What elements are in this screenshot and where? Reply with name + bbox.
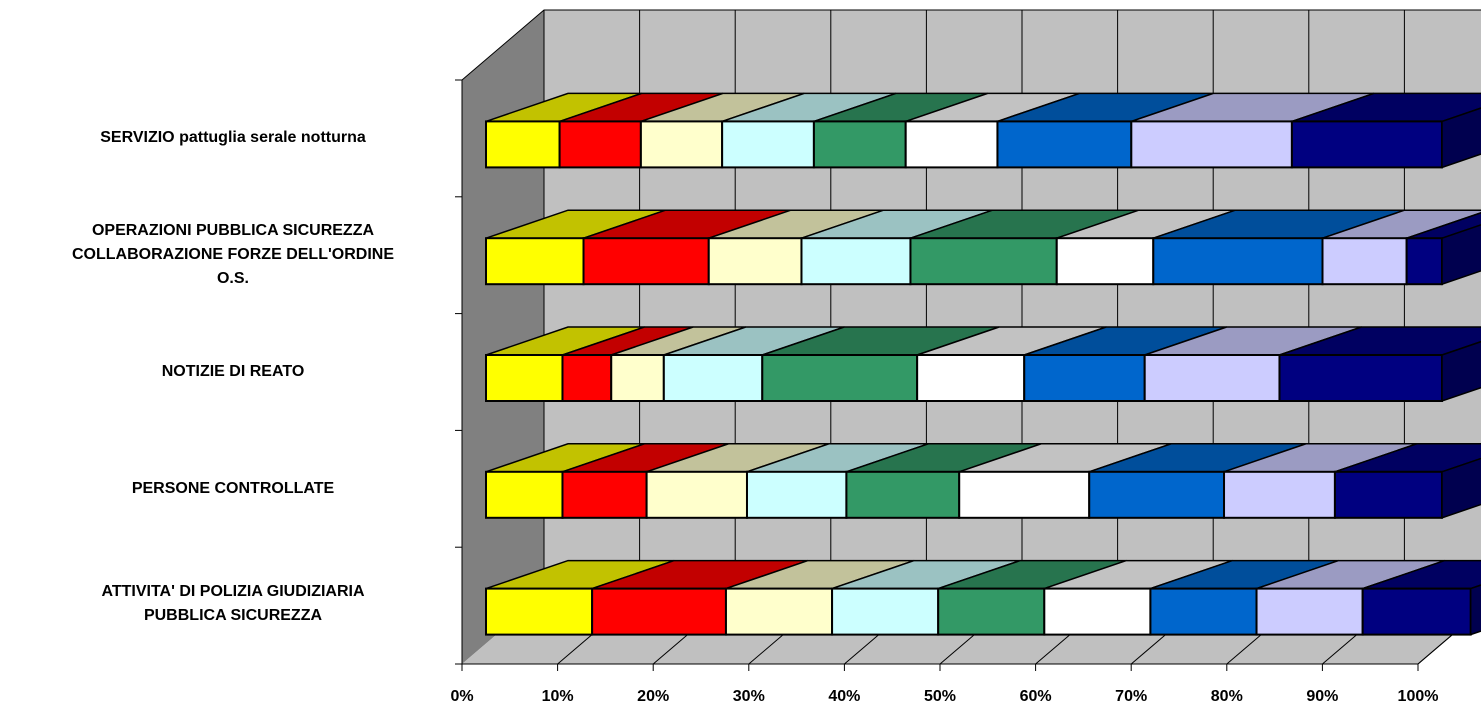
- bar-segment: [937, 587, 1046, 636]
- bar-segment: [916, 354, 1026, 402]
- x-tick-label: 20%: [637, 688, 670, 705]
- bar-segment: [1152, 237, 1324, 286]
- bar-segment: [761, 354, 919, 402]
- bar-segment: [1333, 470, 1443, 519]
- bar-segment: [1043, 587, 1152, 636]
- bar-segment: [1290, 120, 1443, 169]
- bar-segment: [610, 354, 665, 402]
- category-label-attivita-polizia-giudiziaria: ATTIVITA' DI POLIZIA GIUDIZIARIA PUBBLIC…: [101, 583, 365, 624]
- bar-segment: [1055, 237, 1155, 286]
- bar-segment: [485, 354, 564, 402]
- bar-segment: [561, 354, 613, 402]
- frame-edge: [461, 9, 1481, 81]
- bar-segment: [485, 470, 564, 519]
- category-label-notizie-di-reato: NOTIZIE DI REATO: [161, 363, 305, 380]
- bar-end-face: [1469, 584, 1481, 636]
- x-tick-label: 40%: [828, 688, 861, 705]
- bar-end-face: [1441, 340, 1481, 403]
- bar-segment: [558, 120, 642, 169]
- category-label-persone-controllate: PERSONE CONTROLLATE: [131, 480, 335, 497]
- bar-segment: [1361, 587, 1472, 636]
- x-tick-label: 90%: [1306, 688, 1339, 705]
- bar-segment: [724, 587, 834, 636]
- bar-segment: [1143, 354, 1281, 402]
- bar-segment: [1088, 470, 1226, 519]
- bar-segment: [1130, 120, 1293, 169]
- bar-segment: [745, 470, 848, 519]
- x-tick-label: 30%: [732, 688, 765, 705]
- bar-segment: [591, 587, 727, 636]
- bar-segment: [1149, 587, 1258, 636]
- x-tick-label: 60%: [1019, 688, 1052, 705]
- bar-segment: [485, 237, 585, 286]
- x-tick-label: 50%: [923, 688, 957, 705]
- x-tick-label: 10%: [541, 688, 574, 705]
- bar-segment: [721, 120, 815, 169]
- bar-end-face: [1441, 457, 1481, 519]
- bar-segment: [707, 237, 803, 286]
- bar-segment: [645, 470, 748, 519]
- x-tick-label: 80%: [1210, 688, 1243, 705]
- bar-segment: [812, 120, 907, 169]
- bar-segment: [996, 120, 1133, 169]
- bar-segment: [639, 120, 724, 169]
- bar-segment: [485, 120, 561, 169]
- bar-segment: [845, 470, 961, 519]
- bar-segment: [1023, 354, 1146, 402]
- x-tick-label: 0%: [450, 688, 474, 705]
- category-label-servizio-pattuglia: SERVIZIO pattuglia serale notturna: [100, 129, 366, 146]
- bar-segment: [1405, 237, 1444, 286]
- bar-segment: [1223, 470, 1336, 519]
- bar-segment: [662, 354, 764, 402]
- bar-segment: [1255, 587, 1364, 636]
- bar-end-face: [1441, 107, 1481, 169]
- bar-segment: [800, 237, 912, 286]
- bar-segment: [1278, 354, 1443, 402]
- category-label-operazioni-pubblica-sicurezza: OPERAZIONI PUBBLICA SICUREZZA COLLABORAZ…: [71, 222, 394, 287]
- bar-segment: [582, 237, 710, 286]
- bar-segment: [958, 470, 1091, 519]
- bar-segment: [485, 587, 594, 636]
- bar-segment: [831, 587, 940, 636]
- x-tick-label: 100%: [1397, 688, 1439, 705]
- bar-segment: [904, 120, 999, 169]
- bar-segment: [1321, 237, 1408, 286]
- bar-segment: [909, 237, 1058, 286]
- bar-end-face: [1441, 224, 1481, 286]
- x-tick-label: 70%: [1115, 688, 1148, 705]
- bar-segment: [561, 470, 648, 519]
